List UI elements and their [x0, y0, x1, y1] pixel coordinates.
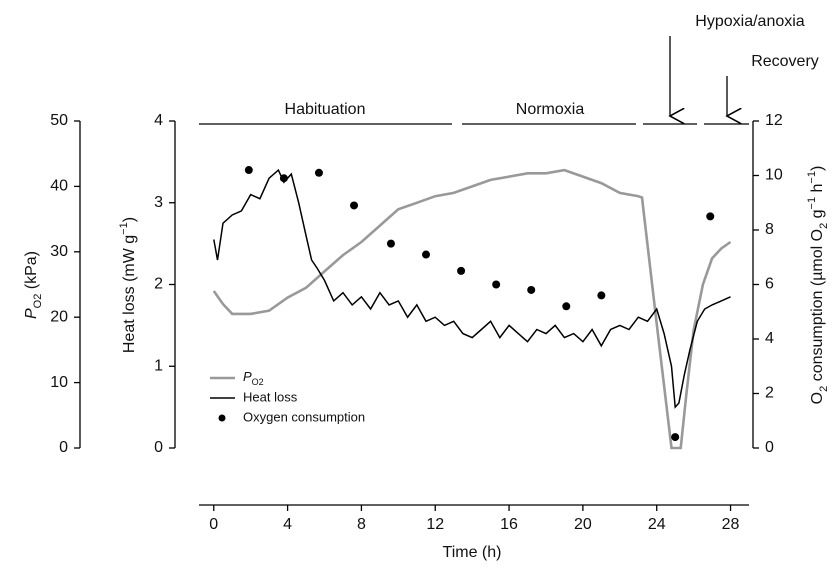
y-axis-label: Heat loss (mW g−1)	[118, 217, 138, 353]
data-line	[213, 168, 731, 409]
data-point	[422, 250, 431, 259]
x-tick-label: 8	[357, 516, 366, 533]
label-part: h	[809, 184, 826, 197]
data-point	[350, 201, 359, 210]
label-part: 2	[818, 386, 830, 392]
y-tick-label: 30	[50, 243, 68, 260]
label-part: 2	[818, 223, 830, 229]
label-part: −1	[806, 197, 818, 210]
y-tick-label: 0	[59, 439, 68, 456]
y-tick-label: 0	[154, 439, 163, 456]
y-tick-label: 0	[765, 439, 774, 456]
data-point	[492, 280, 501, 289]
y-tick-label: 50	[50, 112, 68, 129]
data-point	[527, 285, 536, 294]
y-tick-label: 20	[50, 308, 68, 325]
data-point	[244, 166, 253, 175]
y-tick-label: 4	[765, 330, 774, 347]
phase-bars	[199, 36, 749, 125]
x-tick-label: 28	[722, 516, 740, 533]
y-tick-label: 12	[765, 112, 783, 129]
x-axis-label: Time (h)	[443, 544, 502, 561]
y-tick-label: 10	[765, 167, 783, 184]
data-point	[671, 433, 680, 442]
legend-label: PO2	[243, 369, 264, 387]
data-point	[386, 239, 395, 248]
y2-axis-label: O2 consumption (µmol O2 g−1 h−1)	[806, 166, 830, 405]
data-point	[562, 302, 571, 311]
label-part: g	[809, 209, 826, 222]
x-tick-label: 16	[500, 516, 518, 533]
label-part: )	[121, 217, 138, 222]
annotation: Recovery	[751, 53, 819, 70]
annotation: Normoxia	[516, 101, 585, 118]
data-point	[314, 168, 323, 177]
y-tick-label: 1	[154, 357, 163, 374]
y-tick-label: 2	[154, 276, 163, 293]
annotation: Habituation	[285, 101, 366, 118]
label-part: O	[809, 392, 826, 404]
x-tick-label: 20	[574, 516, 592, 533]
label-part: −1	[806, 171, 818, 184]
y-tick-label: 10	[50, 374, 68, 391]
data-point	[597, 291, 606, 300]
y-tick-label: 3	[154, 194, 163, 211]
y-tick-label: 2	[765, 385, 774, 402]
y3-axis-label: PO2 (kPa)	[23, 251, 44, 319]
legend-label: Heat loss	[243, 389, 298, 404]
y-tick-label: 6	[765, 276, 774, 293]
label-part: −1	[118, 222, 130, 235]
data-point	[706, 212, 715, 221]
x-tick-label: 24	[648, 516, 666, 533]
data-line	[212, 168, 732, 450]
x-tick-label: 4	[283, 516, 292, 533]
y-tick-label: 4	[154, 112, 163, 129]
x-tick-label: 0	[209, 516, 218, 533]
data-point	[279, 174, 288, 183]
y-tick-label: 40	[50, 178, 68, 195]
x-tick-label: 12	[426, 516, 444, 533]
label-part: Heat loss (mW g	[121, 235, 138, 353]
legend-marker	[218, 414, 226, 422]
label-part: consumption (µmol O	[809, 229, 826, 386]
label-part: )	[809, 166, 826, 171]
label-part: O2	[32, 294, 44, 309]
legend-label: Oxygen consumption	[243, 409, 365, 424]
label-part: (kPa)	[23, 251, 40, 294]
data-point	[457, 266, 466, 275]
annotation: Hypoxia/anoxia	[695, 13, 805, 30]
label-part: P	[23, 308, 40, 319]
y-tick-label: 8	[765, 221, 774, 238]
